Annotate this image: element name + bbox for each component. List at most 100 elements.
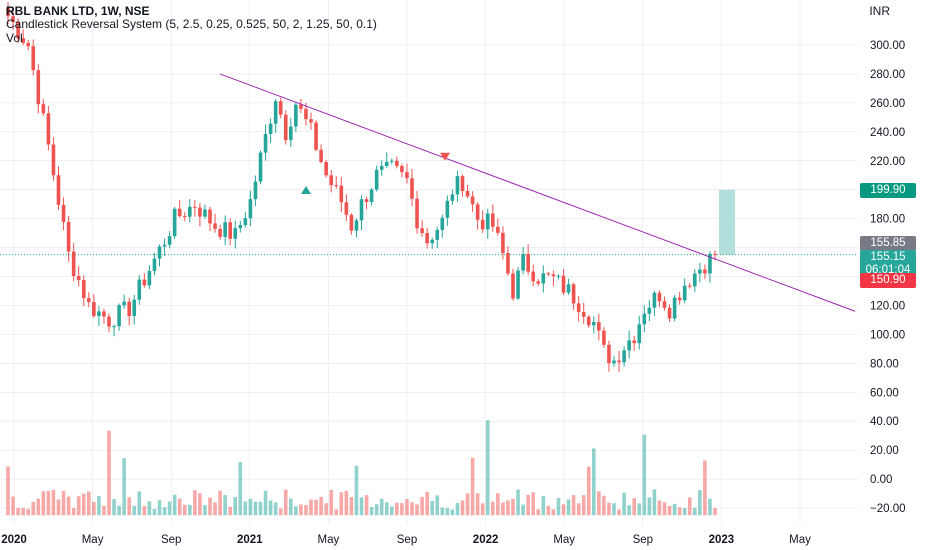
price-tick-label: 20.00	[870, 445, 899, 457]
volume-bar	[304, 505, 308, 516]
volume-bar	[612, 503, 616, 516]
candle-body	[395, 160, 399, 166]
grid	[0, 0, 858, 525]
candle-body	[122, 301, 126, 306]
candle-body	[506, 253, 510, 274]
volume-bar	[521, 504, 525, 516]
candle-body	[324, 162, 328, 176]
volume-bar	[516, 489, 520, 516]
resistance-trendline[interactable]	[219, 73, 856, 312]
candle-body	[607, 344, 611, 364]
candle-body	[384, 161, 389, 167]
volume-bar	[339, 492, 344, 516]
volume-bar	[667, 506, 672, 516]
time-tick-label: 2023	[709, 534, 735, 546]
volume-bar	[627, 505, 631, 516]
volume-bar	[617, 509, 621, 516]
candle-body	[571, 284, 576, 304]
volume-bar	[425, 491, 429, 516]
volume-bar	[647, 497, 652, 516]
trendline[interactable]	[219, 73, 856, 312]
volume-bar	[485, 420, 490, 516]
candle-body	[243, 218, 248, 226]
volume-bar	[203, 505, 207, 516]
candle-body	[576, 303, 581, 312]
candle-body	[16, 22, 20, 39]
candle-body	[617, 360, 621, 363]
candle-body	[117, 305, 121, 327]
time-tick-label: 2022	[473, 534, 499, 546]
candle-body	[536, 281, 541, 284]
candle-body	[410, 178, 414, 199]
candle-body	[263, 134, 268, 153]
indicator-label[interactable]: Candlestick Reversal System (5, 2.5, 0.2…	[6, 17, 377, 31]
candle-body	[278, 101, 283, 115]
candle-body	[334, 185, 339, 187]
volume-bar	[182, 504, 187, 516]
candle-body	[102, 311, 106, 317]
candle-body	[415, 198, 419, 229]
symbol-label[interactable]: RBL BANK LTD, 1W, NSE	[6, 4, 150, 18]
volume-bar	[708, 498, 712, 516]
symbol-title[interactable]: RBL BANK LTD, 1W, NSE	[6, 4, 150, 19]
volume-bar	[632, 498, 636, 516]
volume-bar	[76, 496, 81, 516]
volume-bar	[117, 505, 121, 516]
candle-body	[127, 301, 131, 317]
buy-signal-icon	[301, 186, 311, 195]
volume-bar	[349, 496, 354, 516]
volume-bar	[142, 506, 147, 516]
volume-bar	[208, 497, 212, 516]
volume-bar	[56, 499, 61, 516]
candle-body	[92, 301, 96, 316]
volume-bar	[672, 503, 677, 516]
volume-bar	[41, 491, 46, 516]
volume-bar	[536, 509, 541, 516]
candle-body	[36, 70, 41, 105]
candle-body	[400, 165, 404, 173]
time-axis[interactable]: 2020 May Sep 2021 May Sep 2022 May Sep 2023 May	[1, 534, 811, 546]
volume-bar	[581, 495, 586, 516]
candle-body	[662, 301, 667, 308]
volume-legend[interactable]: Vol	[6, 31, 23, 46]
candle-body	[460, 176, 465, 191]
volume-label[interactable]: Vol	[6, 31, 23, 45]
volume-bar	[314, 499, 318, 516]
volume-bar	[319, 496, 323, 516]
volume-bar	[16, 507, 20, 516]
volume-bar	[268, 500, 273, 516]
volume-bar	[102, 506, 106, 516]
volume-bar	[586, 466, 591, 516]
volume-bar	[622, 492, 626, 516]
candle-body	[627, 340, 631, 351]
volume-bar	[374, 504, 379, 516]
candle-body	[521, 254, 525, 271]
volume-bar	[36, 498, 41, 516]
candle-body	[455, 176, 460, 195]
volume-bar	[359, 497, 364, 516]
volume-bar	[597, 491, 601, 516]
candle-body	[556, 275, 561, 277]
candle-body	[188, 206, 192, 217]
volume-bar	[162, 507, 167, 516]
volume-bar	[501, 502, 505, 516]
candle-body	[51, 144, 56, 176]
volume-bar	[440, 507, 445, 516]
candle-body	[137, 279, 142, 300]
candle-body	[647, 307, 652, 314]
candle-body	[157, 246, 162, 259]
price-tick-label: 0.00	[870, 474, 892, 486]
volume-bar	[157, 500, 162, 516]
candle-body	[172, 208, 177, 237]
volume-bar	[46, 491, 51, 516]
volume-bar	[97, 496, 101, 516]
candle-body	[193, 206, 197, 208]
candle-body	[703, 269, 707, 274]
price-tick-label: 180.00	[870, 214, 905, 226]
candle-body	[233, 228, 238, 239]
target-price-text: 199.90	[870, 184, 906, 196]
volume-bar	[662, 502, 667, 516]
volume-bar	[273, 502, 278, 516]
indicator-legend[interactable]: Candlestick Reversal System (5, 2.5, 0.2…	[6, 17, 377, 32]
